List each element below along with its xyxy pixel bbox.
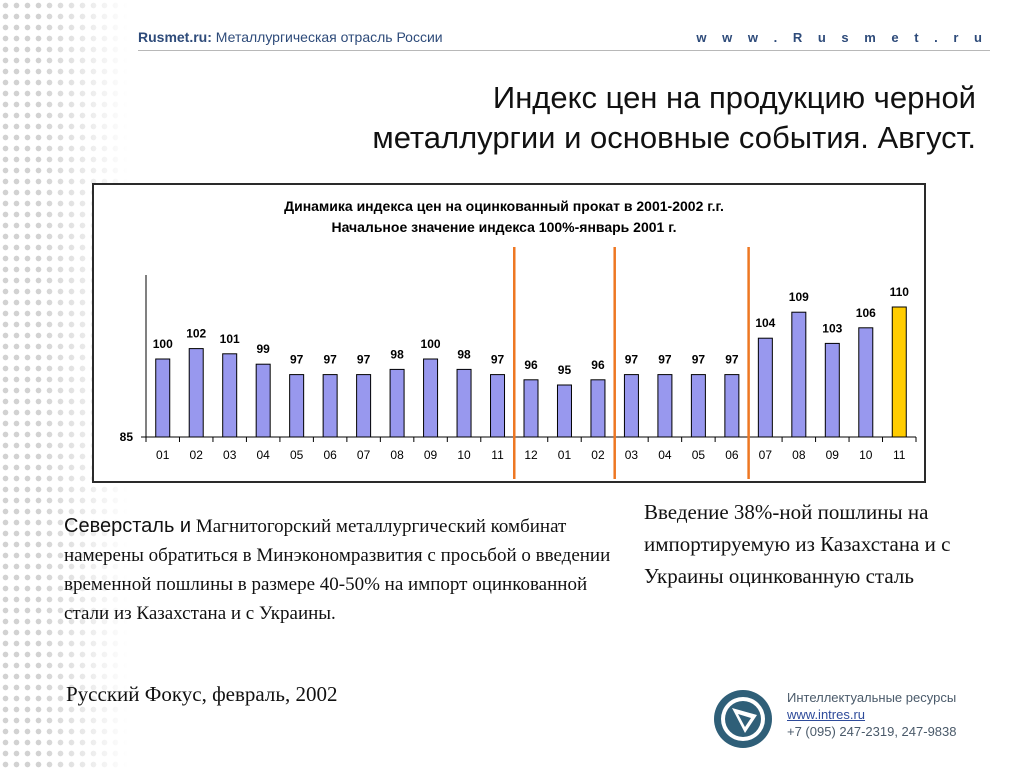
chart-title-line1: Динамика индекса цен на оцинкованный про… bbox=[284, 198, 724, 214]
bar-value-label: 97 bbox=[357, 353, 371, 367]
x-tick-label: 06 bbox=[323, 448, 337, 462]
x-tick-label: 01 bbox=[156, 448, 170, 462]
intres-logo-icon bbox=[714, 690, 772, 748]
x-tick-label: 09 bbox=[424, 448, 438, 462]
bars-group: 1000110202101039904970597069707980810009… bbox=[145, 247, 917, 479]
bar bbox=[322, 374, 338, 438]
x-tick-label: 07 bbox=[357, 448, 371, 462]
bar bbox=[657, 374, 673, 438]
x-tick-label: 04 bbox=[256, 448, 270, 462]
x-tick-label: 12 bbox=[524, 448, 538, 462]
bar-value-label: 100 bbox=[153, 337, 173, 351]
bar bbox=[757, 337, 773, 438]
org-phone: +7 (095) 247-2319, 247-9838 bbox=[787, 724, 957, 739]
bar-value-label: 102 bbox=[186, 327, 206, 341]
bar bbox=[824, 342, 840, 438]
bar-value-label: 101 bbox=[220, 332, 240, 346]
bar bbox=[724, 374, 740, 438]
x-tick-label: 10 bbox=[457, 448, 471, 462]
header-bar: Rusmet.ru: Металлургическая отрасль Росс… bbox=[138, 28, 990, 51]
brand-tagline: Металлургическая отрасль России bbox=[215, 29, 443, 45]
site-brand: Rusmet.ru: Металлургическая отрасль Росс… bbox=[138, 29, 443, 45]
bar-value-label: 104 bbox=[755, 316, 775, 330]
bar-value-label: 96 bbox=[524, 358, 538, 372]
bar bbox=[356, 374, 372, 438]
y-axis-min-label: 85 bbox=[120, 430, 134, 444]
bar bbox=[289, 374, 305, 438]
bar-value-label: 99 bbox=[256, 342, 270, 356]
bar bbox=[623, 374, 639, 438]
x-tick-label: 06 bbox=[725, 448, 739, 462]
slide-title-line2: металлургии и основные события. Август. bbox=[372, 120, 976, 155]
bar-value-label: 103 bbox=[822, 321, 842, 335]
bar bbox=[556, 384, 572, 438]
slide-title: Индекс цен на продукцию черной металлург… bbox=[336, 78, 976, 158]
bar bbox=[255, 363, 271, 438]
bar bbox=[389, 368, 405, 438]
x-tick-label: 08 bbox=[792, 448, 806, 462]
bar-value-label: 109 bbox=[789, 290, 809, 304]
site-url[interactable]: w w w . R u s m e t . r u bbox=[696, 30, 988, 45]
bar-value-label: 97 bbox=[625, 353, 639, 367]
org-site-link[interactable]: www.intres.ru bbox=[787, 707, 866, 722]
bar bbox=[523, 379, 539, 438]
x-tick-label: 03 bbox=[625, 448, 639, 462]
right-event-text: Введение 38%-ной пошлины на импортируему… bbox=[644, 500, 951, 588]
bar-value-label: 97 bbox=[658, 353, 672, 367]
x-tick-label: 02 bbox=[190, 448, 204, 462]
bar-value-label: 96 bbox=[591, 358, 605, 372]
x-tick-label: 05 bbox=[290, 448, 304, 462]
bar bbox=[222, 353, 238, 438]
x-tick-label: 02 bbox=[591, 448, 605, 462]
x-tick-label: 07 bbox=[759, 448, 773, 462]
x-tick-label: 10 bbox=[859, 448, 873, 462]
bar bbox=[456, 368, 472, 438]
bar-chart: Динамика индекса цен на оцинкованный про… bbox=[120, 198, 917, 479]
contact-block: Интеллектуальные ресурсы www.intres.ru +… bbox=[787, 689, 957, 740]
news-source: Русский Фокус, февраль, 2002 bbox=[66, 682, 338, 706]
bar-value-label: 97 bbox=[323, 353, 337, 367]
bar-highlight bbox=[891, 306, 907, 438]
org-name: Интеллектуальные ресурсы bbox=[787, 690, 957, 705]
x-tick-label: 04 bbox=[658, 448, 672, 462]
chart-title-line2: Начальное значение индекса 100%-январь 2… bbox=[331, 219, 676, 235]
bar-value-label: 100 bbox=[421, 337, 441, 351]
x-tick-label: 09 bbox=[826, 448, 840, 462]
x-tick-label: 05 bbox=[692, 448, 706, 462]
bar bbox=[858, 327, 874, 438]
bar-value-label: 97 bbox=[290, 353, 304, 367]
bar bbox=[590, 379, 606, 438]
slide-title-line1: Индекс цен на продукцию черной bbox=[492, 80, 976, 115]
x-tick-label: 01 bbox=[558, 448, 572, 462]
bar bbox=[423, 358, 439, 438]
bar bbox=[791, 311, 807, 438]
company-names: Северсталь и bbox=[64, 515, 192, 537]
bar bbox=[155, 358, 171, 438]
bar-value-label: 110 bbox=[890, 285, 910, 299]
left-news-text: Северсталь и Магнитогорский металлургиче… bbox=[64, 512, 624, 628]
x-tick-label: 03 bbox=[223, 448, 237, 462]
chart-frame: Динамика индекса цен на оцинкованный про… bbox=[92, 183, 926, 483]
bar-value-label: 97 bbox=[491, 353, 505, 367]
bar bbox=[690, 374, 706, 438]
x-tick-label: 08 bbox=[390, 448, 404, 462]
bar-value-label: 97 bbox=[725, 353, 739, 367]
x-tick-label: 11 bbox=[491, 448, 504, 462]
x-tick-label: 11 bbox=[893, 448, 906, 462]
bar-value-label: 98 bbox=[390, 347, 404, 361]
bar bbox=[188, 348, 204, 438]
bar bbox=[490, 374, 506, 438]
bar-value-label: 95 bbox=[558, 363, 572, 377]
bar-value-label: 106 bbox=[856, 306, 876, 320]
bar-value-label: 98 bbox=[457, 347, 471, 361]
news-body: Магнитогорский металлургический комбинат… bbox=[64, 516, 611, 624]
brand-name: Rusmet.ru: bbox=[138, 29, 212, 45]
bar-value-label: 97 bbox=[692, 353, 706, 367]
